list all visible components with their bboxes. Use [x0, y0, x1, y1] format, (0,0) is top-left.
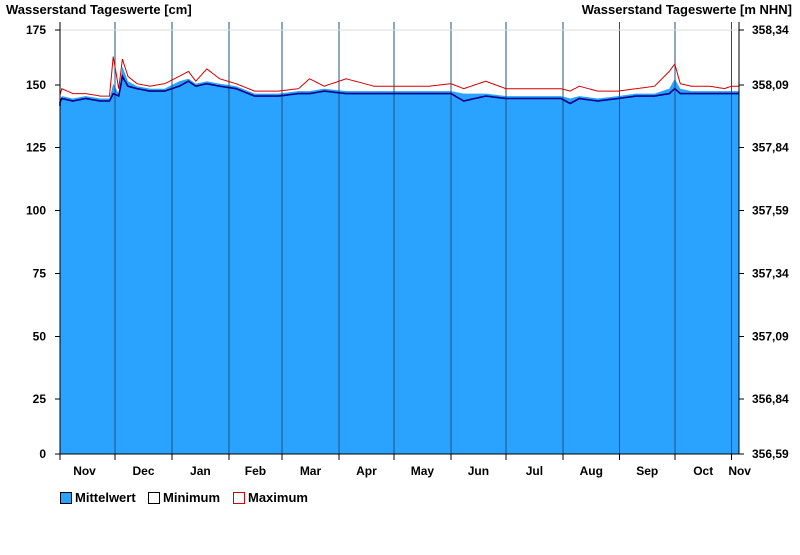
plot-area — [59, 22, 739, 455]
legend-swatch-1 — [148, 492, 160, 504]
x-tick-label-4: Mar — [300, 464, 322, 478]
legend-label-0: Mittelwert — [75, 490, 136, 505]
y-tick-label-right-2: 357,09 — [752, 329, 789, 343]
y-tick-label-right-1: 356,84 — [752, 392, 789, 406]
y-tick-label-left-5: 125 — [26, 141, 46, 155]
y-axis-left-title: Wasserstand Tageswerte [cm] — [6, 2, 192, 17]
x-tick-label-7: Jun — [468, 464, 489, 478]
legend-label-2: Maximum — [248, 490, 308, 505]
y-tick-label-left-1: 25 — [33, 392, 47, 406]
x-tick-label-0: Nov — [73, 464, 96, 478]
y-tick-label-left-7: 175 — [26, 23, 46, 37]
x-tick-label-12: Nov — [728, 464, 751, 478]
y-tick-label-right-4: 357,59 — [752, 204, 789, 218]
series-maximum-line — [59, 56, 739, 104]
y-tick-label-left-0: 0 — [39, 447, 46, 461]
x-tick-label-6: May — [411, 464, 435, 478]
x-tick-label-8: Jul — [526, 464, 543, 478]
y-tick-label-right-3: 357,34 — [752, 266, 789, 280]
series-minimum-line — [59, 73, 739, 106]
y-tick-label-right-0: 356,59 — [752, 447, 789, 461]
x-tick-label-2: Jan — [190, 464, 211, 478]
y-tick-label-left-6: 150 — [26, 78, 46, 92]
series-mittelwert-area — [60, 66, 739, 455]
x-tick-label-3: Feb — [245, 464, 266, 478]
axes: 0 356,59 25 356,84 50 357,09 75 357,34 100 357,59… — [26, 22, 789, 478]
y-tick-label-right-5: 357,84 — [752, 141, 789, 155]
y-axis-right-title: Wasserstand Tageswerte [m NHN] — [582, 2, 792, 17]
y-tick-label-right-6: 358,09 — [752, 78, 789, 92]
legend: Mittelwert Minimum Maximum — [60, 490, 308, 505]
legend-swatch-0 — [60, 492, 72, 504]
y-tick-label-left-4: 100 — [26, 204, 46, 218]
y-tick-label-left-2: 50 — [33, 329, 47, 343]
y-tick-label-right-7: 358,34 — [752, 23, 789, 37]
x-tick-label-9: Aug — [580, 464, 603, 478]
legend-label-1: Minimum — [163, 490, 220, 505]
x-tick-label-11: Oct — [693, 464, 713, 478]
legend-swatch-2 — [233, 492, 245, 504]
x-tick-label-1: Dec — [132, 464, 154, 478]
x-tick-label-10: Sep — [636, 464, 658, 478]
x-tick-label-5: Apr — [356, 464, 377, 478]
y-tick-label-left-3: 75 — [33, 266, 47, 280]
